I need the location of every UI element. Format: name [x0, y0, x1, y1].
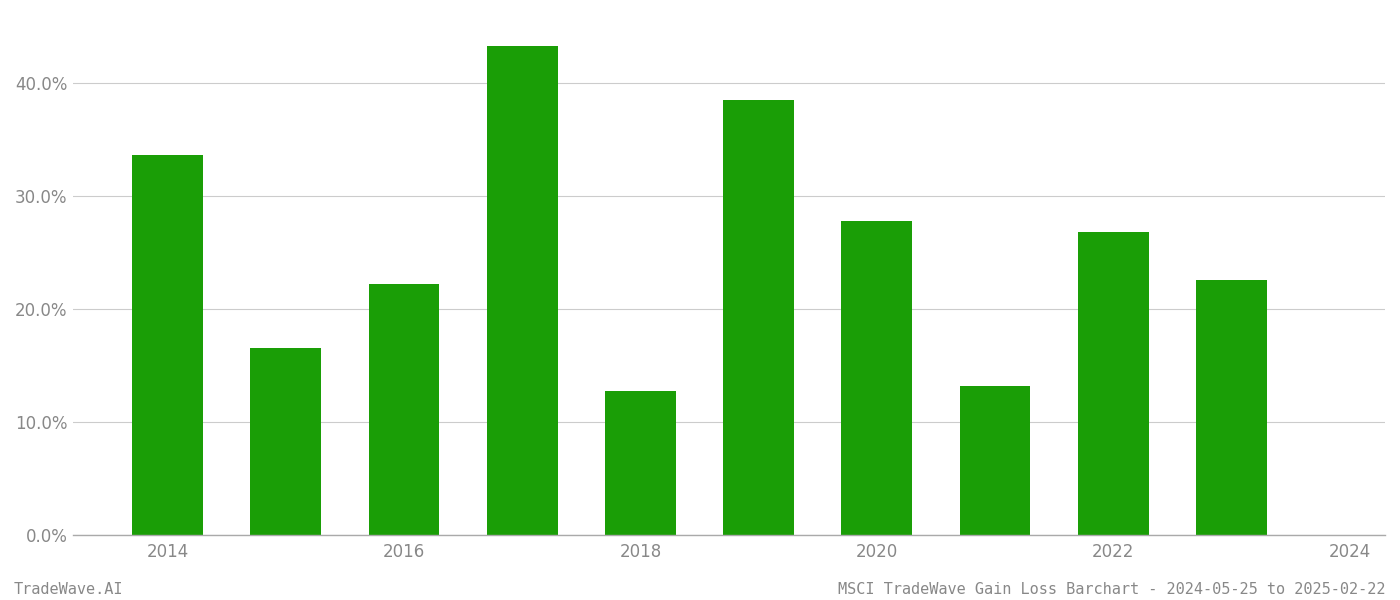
Bar — [959, 386, 1030, 535]
Bar — [487, 46, 557, 535]
Bar — [841, 221, 913, 535]
Bar — [1078, 232, 1148, 535]
Bar — [724, 100, 794, 535]
Bar — [132, 155, 203, 535]
Text: MSCI TradeWave Gain Loss Barchart - 2024-05-25 to 2025-02-22: MSCI TradeWave Gain Loss Barchart - 2024… — [839, 582, 1386, 597]
Bar — [368, 284, 440, 535]
Bar — [1196, 280, 1267, 535]
Bar — [251, 348, 321, 535]
Bar — [605, 391, 676, 535]
Text: TradeWave.AI: TradeWave.AI — [14, 582, 123, 597]
